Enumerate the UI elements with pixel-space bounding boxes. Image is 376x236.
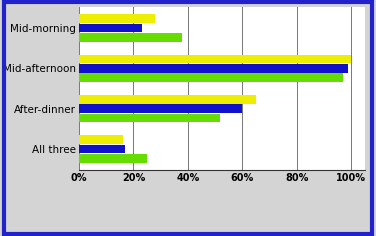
- Bar: [79, 24, 141, 32]
- Bar: [79, 55, 351, 63]
- Bar: [79, 64, 349, 72]
- Bar: [79, 105, 242, 113]
- Bar: [79, 135, 123, 144]
- Legend: 8-10, 11-13, 14-17: 8-10, 11-13, 14-17: [142, 230, 302, 236]
- Bar: [79, 73, 343, 82]
- Bar: [79, 95, 256, 104]
- Bar: [79, 33, 182, 42]
- Bar: [79, 145, 125, 153]
- Bar: [79, 154, 147, 163]
- Bar: [79, 114, 220, 122]
- Bar: [79, 14, 155, 23]
